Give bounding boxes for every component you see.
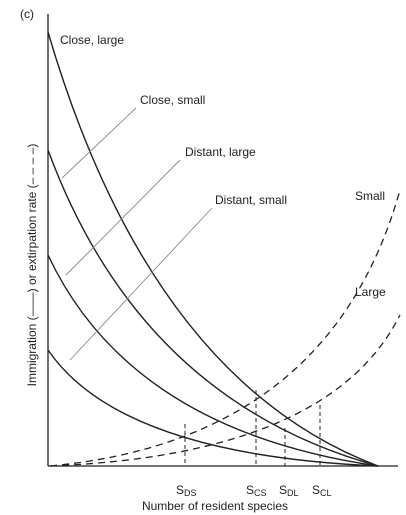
curve-label: Close, small xyxy=(140,93,205,107)
curve-label: Small xyxy=(355,189,385,203)
curve-close-small xyxy=(47,149,379,467)
curve-label: Distant, large xyxy=(185,145,256,159)
curve-distant-large xyxy=(47,254,379,467)
curve-small xyxy=(49,189,401,467)
curve-large xyxy=(49,314,401,467)
y-axis-label: Immigration (——) or extirpation rate (– … xyxy=(25,144,39,387)
equilibrium-label: SDL xyxy=(279,483,299,498)
leader-line xyxy=(69,207,213,361)
equilibrium-label: SCL xyxy=(312,483,332,498)
leader-line xyxy=(61,107,137,179)
x-axis-label: Number of resident species xyxy=(142,499,288,513)
curve-label: Close, large xyxy=(60,33,124,47)
leader-line xyxy=(65,159,181,276)
equilibrium-label: SDS xyxy=(176,483,197,498)
panel-label: (c) xyxy=(20,7,34,21)
equilibrium-label: SCS xyxy=(246,483,267,498)
curve-label: Large xyxy=(355,285,386,299)
curve-distant-small xyxy=(47,349,379,467)
curve-close-large xyxy=(47,31,379,467)
curve-label: Distant, small xyxy=(215,193,287,207)
